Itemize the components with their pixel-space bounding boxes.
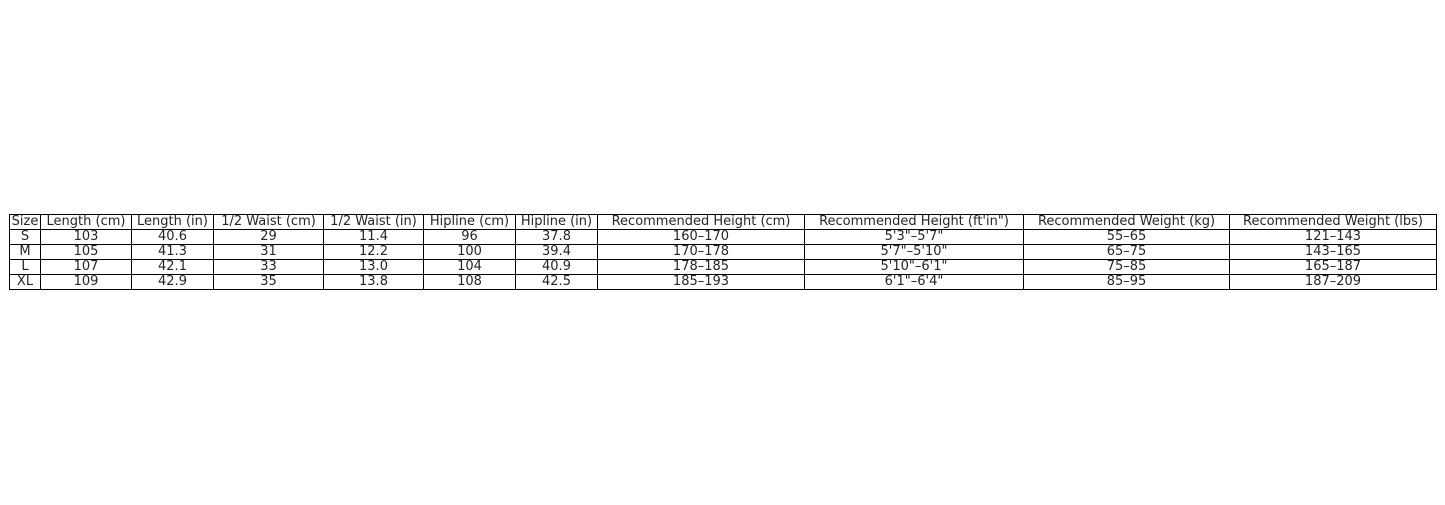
table-cell: 37.8 [515,229,598,245]
table-cell: 165–187 [1229,259,1437,275]
table-cell: 107 [40,259,132,275]
column-header: 1/2 Waist (cm) [213,214,324,230]
table-cell: XL [9,274,41,290]
table-cell: 178–185 [597,259,805,275]
table-cell: 65–75 [1023,244,1230,260]
table-cell: 5'7"–5'10" [804,244,1024,260]
table-cell: 40.9 [515,259,598,275]
column-header: Length (cm) [40,214,132,230]
table-cell: 40.6 [131,229,214,245]
table-cell: 12.2 [323,244,424,260]
table-row: XL 109 42.9 35 13.8 108 42.5 185–193 6'1"–6'4" 85… [9,274,1437,290]
table-row: L 107 42.1 33 13.0 104 40.9 178–185 5'10"–6'1" 75… [9,259,1437,275]
table-cell: 104 [423,259,516,275]
table-cell: 105 [40,244,132,260]
table-cell: 143–165 [1229,244,1437,260]
table-cell: 42.5 [515,274,598,290]
column-header: Length (in) [131,214,214,230]
table-cell: L [9,259,41,275]
table-cell: 6'1"–6'4" [804,274,1024,290]
table-row: M 105 41.3 31 12.2 100 39.4 170–178 5'7"–5'10" 65… [9,244,1437,260]
table-cell: 42.1 [131,259,214,275]
table-cell: 121–143 [1229,229,1437,245]
column-header: Recommended Height (cm) [597,214,805,230]
column-header: Size [9,214,41,230]
size-chart-table: Size Length (cm) Length (in) 1/2 Waist (cm)… [9,214,1437,290]
column-header: Recommended Height (ft'in") [804,214,1024,230]
table-cell: 41.3 [131,244,214,260]
table-cell: 109 [40,274,132,290]
table-cell: 39.4 [515,244,598,260]
column-header: Hipline (cm) [423,214,516,230]
table-cell: 100 [423,244,516,260]
table-row: S 103 40.6 29 11.4 96 37.8 160–170 5'3"–5'7" 55–6… [9,229,1437,245]
header-row: Size Length (cm) Length (in) 1/2 Waist (cm)… [9,214,1437,230]
table-cell: 5'10"–6'1" [804,259,1024,275]
table-cell: 108 [423,274,516,290]
column-header: Recommended Weight (kg) [1023,214,1230,230]
table-cell: M [9,244,41,260]
table-cell: 85–95 [1023,274,1230,290]
table-cell: 185–193 [597,274,805,290]
column-header: 1/2 Waist (in) [323,214,424,230]
table-cell: 42.9 [131,274,214,290]
table-cell: 13.8 [323,274,424,290]
table-cell: 5'3"–5'7" [804,229,1024,245]
table-cell: 103 [40,229,132,245]
table-cell: 96 [423,229,516,245]
table-cell: 170–178 [597,244,805,260]
table-cell: 187–209 [1229,274,1437,290]
column-header: Recommended Weight (lbs) [1229,214,1437,230]
table-cell: 31 [213,244,324,260]
table-cell: 29 [213,229,324,245]
table-cell: 11.4 [323,229,424,245]
column-header: Hipline (in) [515,214,598,230]
table-cell: 55–65 [1023,229,1230,245]
table-cell: 13.0 [323,259,424,275]
table-cell: 160–170 [597,229,805,245]
table-cell: S [9,229,41,245]
table-cell: 35 [213,274,324,290]
table-cell: 33 [213,259,324,275]
table-cell: 75–85 [1023,259,1230,275]
